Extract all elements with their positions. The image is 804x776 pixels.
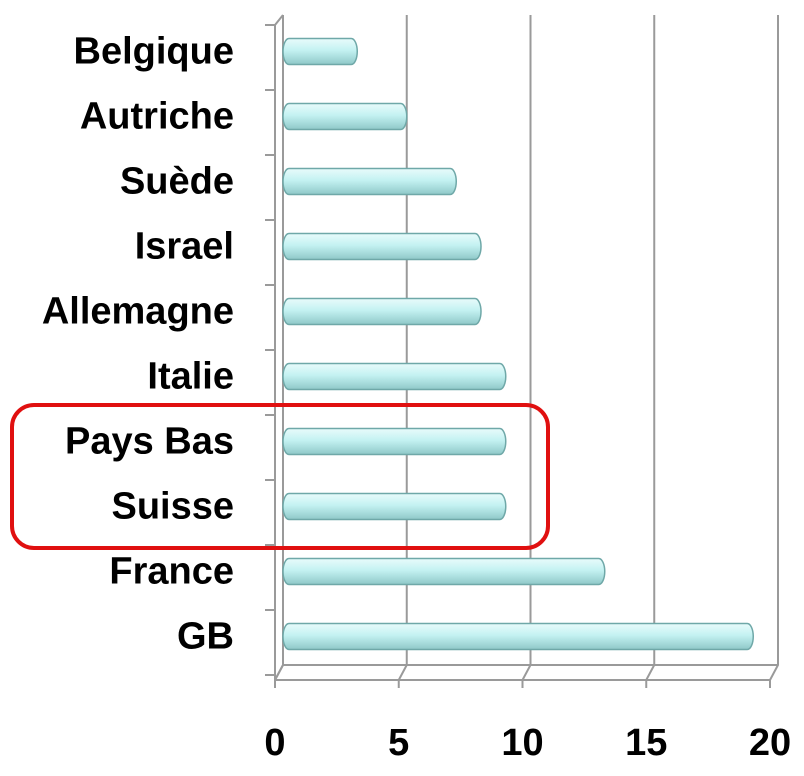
category-label: Autriche xyxy=(80,96,234,138)
bar xyxy=(282,622,754,651)
highlight-box xyxy=(10,403,550,550)
grid-line xyxy=(769,15,779,681)
bar xyxy=(282,492,507,521)
category-label: Suisse xyxy=(111,486,234,528)
category-label: Israel xyxy=(135,226,234,268)
category-label: Italie xyxy=(147,356,234,398)
x-tick-label: 0 xyxy=(264,722,285,764)
bar xyxy=(282,37,358,66)
bar xyxy=(282,427,507,456)
axis-wall xyxy=(274,14,284,681)
category-label: Belgique xyxy=(74,31,234,73)
x-tick-label: 15 xyxy=(625,722,667,764)
bar xyxy=(282,102,408,131)
bar xyxy=(282,362,507,391)
category-label: Allemagne xyxy=(42,291,234,333)
category-label: France xyxy=(109,551,234,593)
bar xyxy=(282,232,482,261)
category-label: Pays Bas xyxy=(65,421,234,463)
bar xyxy=(282,557,606,586)
bar xyxy=(282,297,482,326)
x-tick-label: 10 xyxy=(501,722,543,764)
grid-line xyxy=(274,15,284,681)
plot-area: 0 5 10 15 20 Belgique Autriche Suède Israel Allem… xyxy=(42,14,791,764)
x-tick-label: 5 xyxy=(388,722,409,764)
bar xyxy=(282,167,457,196)
grid-line xyxy=(645,15,656,681)
category-label: GB xyxy=(177,616,234,658)
x-tick-label: 20 xyxy=(749,722,791,764)
category-label: Suède xyxy=(120,161,234,203)
